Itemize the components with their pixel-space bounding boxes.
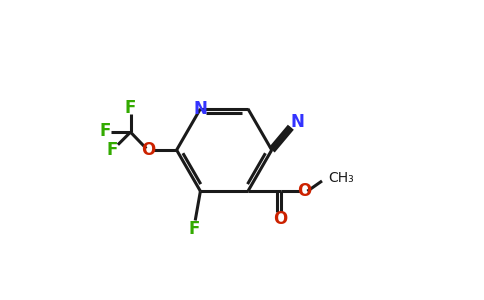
Text: O: O	[273, 210, 288, 228]
Text: F: F	[100, 122, 111, 140]
Text: N: N	[194, 100, 207, 118]
Text: F: F	[107, 141, 118, 159]
Text: O: O	[297, 182, 312, 200]
Text: O: O	[141, 141, 155, 159]
Text: CH₃: CH₃	[328, 171, 354, 185]
Text: F: F	[125, 99, 136, 117]
Text: N: N	[290, 113, 304, 131]
Text: F: F	[188, 220, 199, 238]
